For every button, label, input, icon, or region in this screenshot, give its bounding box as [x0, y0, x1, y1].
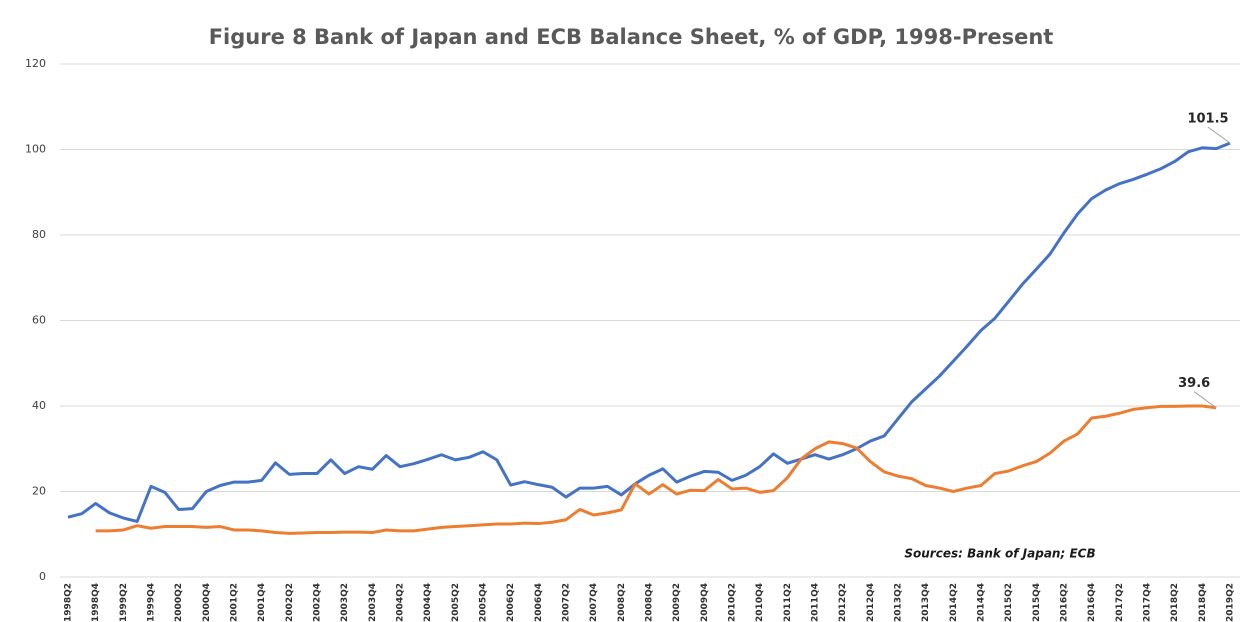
y-tick-label: 0 — [39, 570, 46, 583]
x-tick-label: 2000Q4 — [202, 583, 212, 622]
y-tick-label: 40 — [32, 399, 46, 412]
x-tick-label: 2003Q4 — [368, 583, 378, 622]
x-tick-label: 2017Q2 — [1115, 583, 1125, 622]
x-tick-label: 2009Q2 — [672, 583, 682, 622]
y-tick-label: 60 — [32, 314, 46, 327]
y-tick-label: 120 — [25, 57, 46, 70]
x-tick-label: 2004Q2 — [396, 583, 406, 622]
annotation-leader — [1207, 126, 1231, 144]
x-tick-label: 1998Q2 — [64, 583, 74, 622]
annotation-leader — [1193, 391, 1217, 409]
x-tick-label: 2019Q2 — [1226, 583, 1236, 622]
x-tick-label: 2015Q4 — [1032, 583, 1042, 622]
x-tick-label: 2017Q4 — [1143, 583, 1153, 622]
x-tick-label: 2010Q2 — [728, 583, 738, 622]
x-tick-label: 1999Q2 — [119, 583, 129, 622]
x-tick-label: 2011Q4 — [811, 583, 821, 622]
x-tick-label: 2013Q2 — [894, 583, 904, 622]
x-tick-label: 2008Q2 — [617, 583, 627, 622]
x-tick-label: 2006Q2 — [506, 583, 516, 622]
x-tick-label: 2000Q2 — [174, 583, 184, 622]
x-tick-label: 2009Q4 — [700, 583, 710, 622]
x-tick-label: 2015Q2 — [1004, 583, 1014, 622]
x-tick-label: 2005Q4 — [479, 583, 489, 622]
y-tick-label: 20 — [32, 485, 46, 498]
x-tick-label: 2018Q2 — [1170, 583, 1180, 622]
data-label: 101.5 — [1187, 112, 1228, 127]
x-tick-label: 2016Q4 — [1087, 583, 1097, 622]
x-tick-label: 1998Q4 — [91, 583, 101, 622]
x-tick-label: 2002Q2 — [285, 583, 295, 622]
data-label: 39.6 — [1178, 376, 1210, 391]
chart-title: Figure 8 Bank of Japan and ECB Balance S… — [209, 25, 1054, 49]
x-tick-label: 2003Q2 — [340, 583, 350, 622]
x-tick-label: 2013Q4 — [921, 583, 931, 622]
source-note: Sources: Bank of Japan; ECB — [904, 547, 1095, 561]
x-tick-label: 2001Q2 — [230, 583, 240, 622]
x-tick-label: 1999Q4 — [147, 583, 157, 622]
x-tick-label: 2018Q4 — [1198, 583, 1208, 622]
y-tick-label: 100 — [25, 143, 46, 156]
x-tick-label: 2007Q2 — [562, 583, 572, 622]
x-tick-label: 2014Q4 — [977, 583, 987, 622]
x-tick-label: 2016Q2 — [1060, 583, 1070, 622]
data-line — [67, 141, 1231, 523]
x-tick-label: 2004Q4 — [423, 583, 433, 622]
x-tick-label: 2007Q4 — [589, 583, 599, 622]
x-tick-label: 2011Q2 — [783, 583, 793, 622]
x-tick-label: 2006Q4 — [534, 583, 544, 622]
x-tick-label: 2002Q4 — [313, 583, 323, 622]
x-tick-label: 2001Q4 — [257, 583, 267, 622]
data-line — [95, 404, 1217, 535]
y-tick-label: 80 — [32, 228, 46, 241]
x-tick-label: 2012Q2 — [838, 583, 848, 622]
x-tick-label: 2012Q4 — [866, 583, 876, 622]
x-tick-label: 2008Q4 — [645, 583, 655, 622]
x-tick-label: 2010Q4 — [755, 583, 765, 622]
x-tick-label: 2014Q2 — [949, 583, 959, 622]
x-tick-label: 2005Q2 — [451, 583, 461, 622]
